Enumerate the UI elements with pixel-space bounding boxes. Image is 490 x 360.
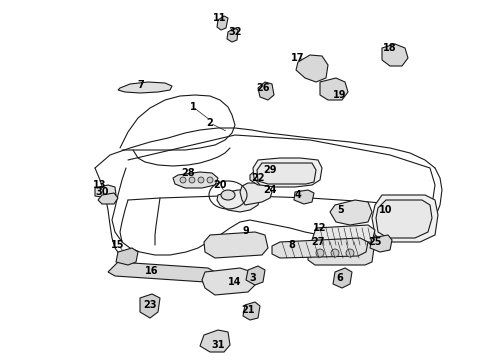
- Polygon shape: [258, 82, 274, 100]
- Polygon shape: [294, 190, 314, 204]
- Polygon shape: [333, 268, 352, 288]
- Polygon shape: [330, 200, 372, 225]
- Text: 29: 29: [263, 165, 277, 175]
- Ellipse shape: [207, 177, 213, 183]
- Polygon shape: [320, 78, 348, 100]
- Polygon shape: [312, 225, 375, 245]
- Text: 13: 13: [93, 180, 107, 190]
- Ellipse shape: [331, 249, 339, 257]
- Polygon shape: [217, 190, 260, 212]
- Text: 19: 19: [333, 90, 347, 100]
- Ellipse shape: [180, 177, 186, 183]
- Text: 9: 9: [243, 226, 249, 236]
- Polygon shape: [376, 200, 432, 238]
- Text: 7: 7: [138, 80, 145, 90]
- Text: 3: 3: [249, 273, 256, 283]
- Text: 11: 11: [213, 13, 227, 23]
- Polygon shape: [217, 16, 228, 30]
- Text: 21: 21: [241, 305, 255, 315]
- Text: 25: 25: [368, 237, 382, 247]
- Text: 30: 30: [95, 187, 109, 197]
- Text: 20: 20: [213, 180, 227, 190]
- Ellipse shape: [189, 177, 195, 183]
- Text: 23: 23: [143, 300, 157, 310]
- Polygon shape: [98, 193, 118, 204]
- Polygon shape: [370, 235, 392, 252]
- Polygon shape: [250, 168, 284, 185]
- Polygon shape: [240, 183, 272, 205]
- Polygon shape: [173, 172, 218, 188]
- Text: 24: 24: [263, 185, 277, 195]
- Text: 5: 5: [338, 205, 344, 215]
- Ellipse shape: [346, 249, 354, 257]
- Polygon shape: [118, 82, 172, 93]
- Polygon shape: [246, 266, 265, 285]
- Ellipse shape: [221, 190, 235, 200]
- Text: 8: 8: [289, 240, 295, 250]
- Text: 22: 22: [251, 173, 265, 183]
- Polygon shape: [272, 238, 368, 258]
- Text: 14: 14: [228, 277, 242, 287]
- Polygon shape: [116, 248, 138, 265]
- Text: 12: 12: [313, 223, 327, 233]
- Polygon shape: [95, 185, 116, 198]
- Text: 2: 2: [207, 118, 213, 128]
- Polygon shape: [202, 268, 255, 295]
- Text: 10: 10: [379, 205, 393, 215]
- Polygon shape: [296, 55, 328, 82]
- Ellipse shape: [316, 249, 324, 257]
- Text: 31: 31: [211, 340, 225, 350]
- Text: 32: 32: [228, 27, 242, 37]
- Text: 17: 17: [291, 53, 305, 63]
- Polygon shape: [227, 28, 238, 42]
- Text: 1: 1: [190, 102, 196, 112]
- Polygon shape: [108, 262, 215, 282]
- Text: 4: 4: [294, 190, 301, 200]
- Ellipse shape: [198, 177, 204, 183]
- Polygon shape: [243, 302, 260, 320]
- Text: 18: 18: [383, 43, 397, 53]
- Text: 16: 16: [145, 266, 159, 276]
- Polygon shape: [140, 294, 160, 318]
- Polygon shape: [372, 195, 438, 242]
- Text: 28: 28: [181, 168, 195, 178]
- Text: 6: 6: [337, 273, 343, 283]
- Polygon shape: [253, 158, 322, 187]
- Polygon shape: [200, 330, 230, 352]
- Polygon shape: [308, 242, 374, 265]
- Polygon shape: [257, 163, 316, 184]
- Text: 26: 26: [256, 83, 270, 93]
- Polygon shape: [204, 232, 268, 258]
- Text: 15: 15: [111, 240, 125, 250]
- Polygon shape: [382, 44, 408, 66]
- Text: 27: 27: [311, 237, 325, 247]
